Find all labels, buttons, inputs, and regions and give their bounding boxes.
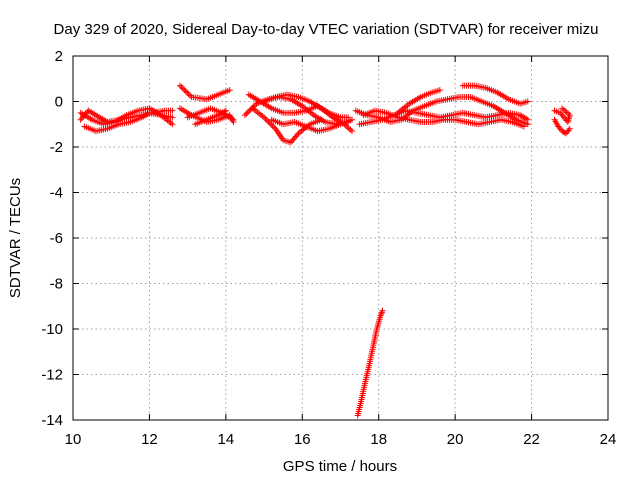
x-tick-label: 14 <box>218 431 235 448</box>
data-point <box>559 105 566 112</box>
y-tick-label: -10 <box>41 321 63 338</box>
data-point <box>561 129 568 136</box>
data-point <box>347 126 354 133</box>
data-track <box>354 307 386 419</box>
data-point <box>241 112 248 119</box>
data-track <box>551 105 573 125</box>
data-point <box>263 117 270 124</box>
data-track <box>249 105 325 146</box>
data-track <box>360 107 527 130</box>
data-point <box>226 87 233 94</box>
data-point <box>524 98 531 105</box>
grid <box>73 56 608 420</box>
data-point <box>318 116 325 123</box>
data-point <box>169 114 176 121</box>
data-point <box>230 116 237 123</box>
data-track <box>261 91 355 135</box>
y-tick-label: -12 <box>41 367 63 384</box>
chart-title: Day 329 of 2020, Sidereal Day-to-day VTE… <box>54 21 599 38</box>
data-point <box>565 110 572 117</box>
x-tick-label: 10 <box>65 431 82 448</box>
data-point <box>566 125 573 132</box>
y-tick-label: -6 <box>50 230 63 247</box>
y-tick-label: 0 <box>55 94 63 111</box>
data-point <box>269 122 276 129</box>
y-tick-label: -14 <box>41 412 63 429</box>
data-track <box>551 116 573 137</box>
data-track <box>268 116 355 135</box>
data-point <box>184 89 191 96</box>
data-track <box>394 87 443 116</box>
x-axis-label: GPS time / hours <box>283 458 397 475</box>
x-tick-label: 12 <box>141 431 158 448</box>
y-tick-label: -8 <box>50 276 63 293</box>
data-point <box>378 310 385 317</box>
data-point <box>436 87 443 94</box>
data-point <box>222 107 229 114</box>
data-point <box>182 88 189 95</box>
data-point <box>348 128 355 135</box>
data-point <box>261 114 268 121</box>
data-point <box>169 121 176 128</box>
data-point <box>265 118 272 125</box>
data-point <box>345 125 352 132</box>
data-track <box>177 82 233 103</box>
data-track <box>77 105 176 128</box>
y-tick-label: -2 <box>50 139 63 156</box>
data-point <box>251 102 258 109</box>
data-point <box>178 83 185 90</box>
data-point <box>348 116 355 123</box>
data-track <box>184 105 237 123</box>
x-tick-label: 22 <box>523 431 540 448</box>
data-track <box>459 82 531 107</box>
x-tick-label: 18 <box>370 431 387 448</box>
data-point <box>271 124 278 131</box>
data-point <box>344 123 351 130</box>
data-point <box>187 92 194 99</box>
data-point <box>181 86 188 93</box>
data-point <box>177 82 183 89</box>
data-point <box>246 107 253 114</box>
y-axis-label: SDTVAR / TECUs <box>7 178 24 298</box>
x-tick-label: 24 <box>600 431 617 448</box>
data-point <box>379 307 386 314</box>
x-tick-label: 20 <box>447 431 464 448</box>
data-point <box>524 116 531 123</box>
data-track <box>192 107 229 128</box>
data-point <box>179 85 186 92</box>
y-tick-label: 2 <box>55 48 63 65</box>
data-point <box>262 115 269 122</box>
x-tick-label: 16 <box>294 431 311 448</box>
y-tick-label: -4 <box>50 185 63 202</box>
data-point <box>244 109 251 116</box>
data-point <box>169 107 176 114</box>
data-series <box>77 82 573 419</box>
data-point <box>520 123 527 130</box>
data-point <box>185 91 192 98</box>
data-point <box>266 120 273 127</box>
data-point <box>243 110 250 117</box>
